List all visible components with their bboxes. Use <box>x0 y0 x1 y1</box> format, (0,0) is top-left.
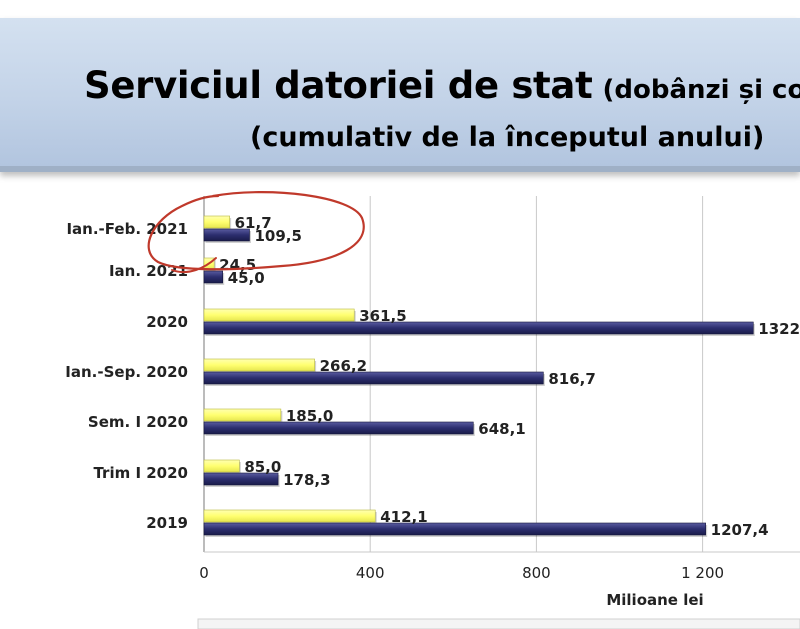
x-tick-labels: 0 400 800 1 200 <box>199 564 724 582</box>
value-label: 648,1 <box>478 420 525 438</box>
bar-navy <box>203 321 754 335</box>
x-tick-label: 1 200 <box>681 564 724 582</box>
bar-navy <box>203 421 474 435</box>
top-strip <box>0 0 800 18</box>
chart-title-paren: (dobânzi și co <box>602 75 800 105</box>
title-banner: Serviciul datoriei de stat (dobânzi și co… <box>0 18 800 172</box>
category-label: Ian.-Feb. 2021 <box>66 220 188 238</box>
value-label: 178,3 <box>283 471 330 489</box>
bar-yellow <box>203 358 315 372</box>
chart-title: Serviciul datoriei de stat <box>84 64 593 107</box>
value-label: 45,0 <box>228 269 265 287</box>
value-label: 1322 <box>758 320 800 338</box>
bar-yellow <box>203 215 230 229</box>
red-annotation-tail <box>171 257 217 274</box>
value-label: 85,0 <box>244 458 281 476</box>
x-tick-label: 800 <box>522 564 551 582</box>
bar-yellow <box>203 509 376 523</box>
chart-subtitle: (cumulativ de la începutul anului) <box>250 122 765 153</box>
value-labels: 61,7109,524,545,0361,51322266,2816,7185,… <box>219 214 800 539</box>
bar-yellow <box>203 459 240 473</box>
bar-navy <box>203 472 279 486</box>
value-label: 361,5 <box>359 307 406 325</box>
value-label: 61,7 <box>235 214 272 232</box>
title-line-1: Serviciul datoriei de stat (dobânzi și co <box>84 64 800 107</box>
bar-yellow <box>203 308 355 322</box>
category-label: Trim I 2020 <box>93 464 188 482</box>
x-tick-label: 0 <box>199 564 209 582</box>
bar-navy <box>203 228 250 242</box>
value-label: 109,5 <box>254 227 301 245</box>
x-tick-label: 400 <box>356 564 385 582</box>
bar-navy <box>203 270 223 284</box>
category-label: 2019 <box>146 514 188 532</box>
red-annotation-circle <box>147 191 365 271</box>
value-label: 412,1 <box>380 508 427 526</box>
bar-navy <box>203 371 544 385</box>
value-label: 816,7 <box>548 370 595 388</box>
bars <box>203 215 755 537</box>
legend-strip <box>197 618 800 629</box>
category-label: Sem. I 2020 <box>88 413 188 431</box>
value-label: 266,2 <box>320 357 367 375</box>
value-label: 185,0 <box>286 407 333 425</box>
bar-yellow <box>203 408 282 422</box>
category-label: 2020 <box>146 313 188 331</box>
value-label: 1207,4 <box>711 521 769 539</box>
bar-navy <box>203 522 706 536</box>
category-label: Ian.-Sep. 2020 <box>65 363 188 381</box>
x-axis-label: Milioane lei <box>606 591 703 609</box>
